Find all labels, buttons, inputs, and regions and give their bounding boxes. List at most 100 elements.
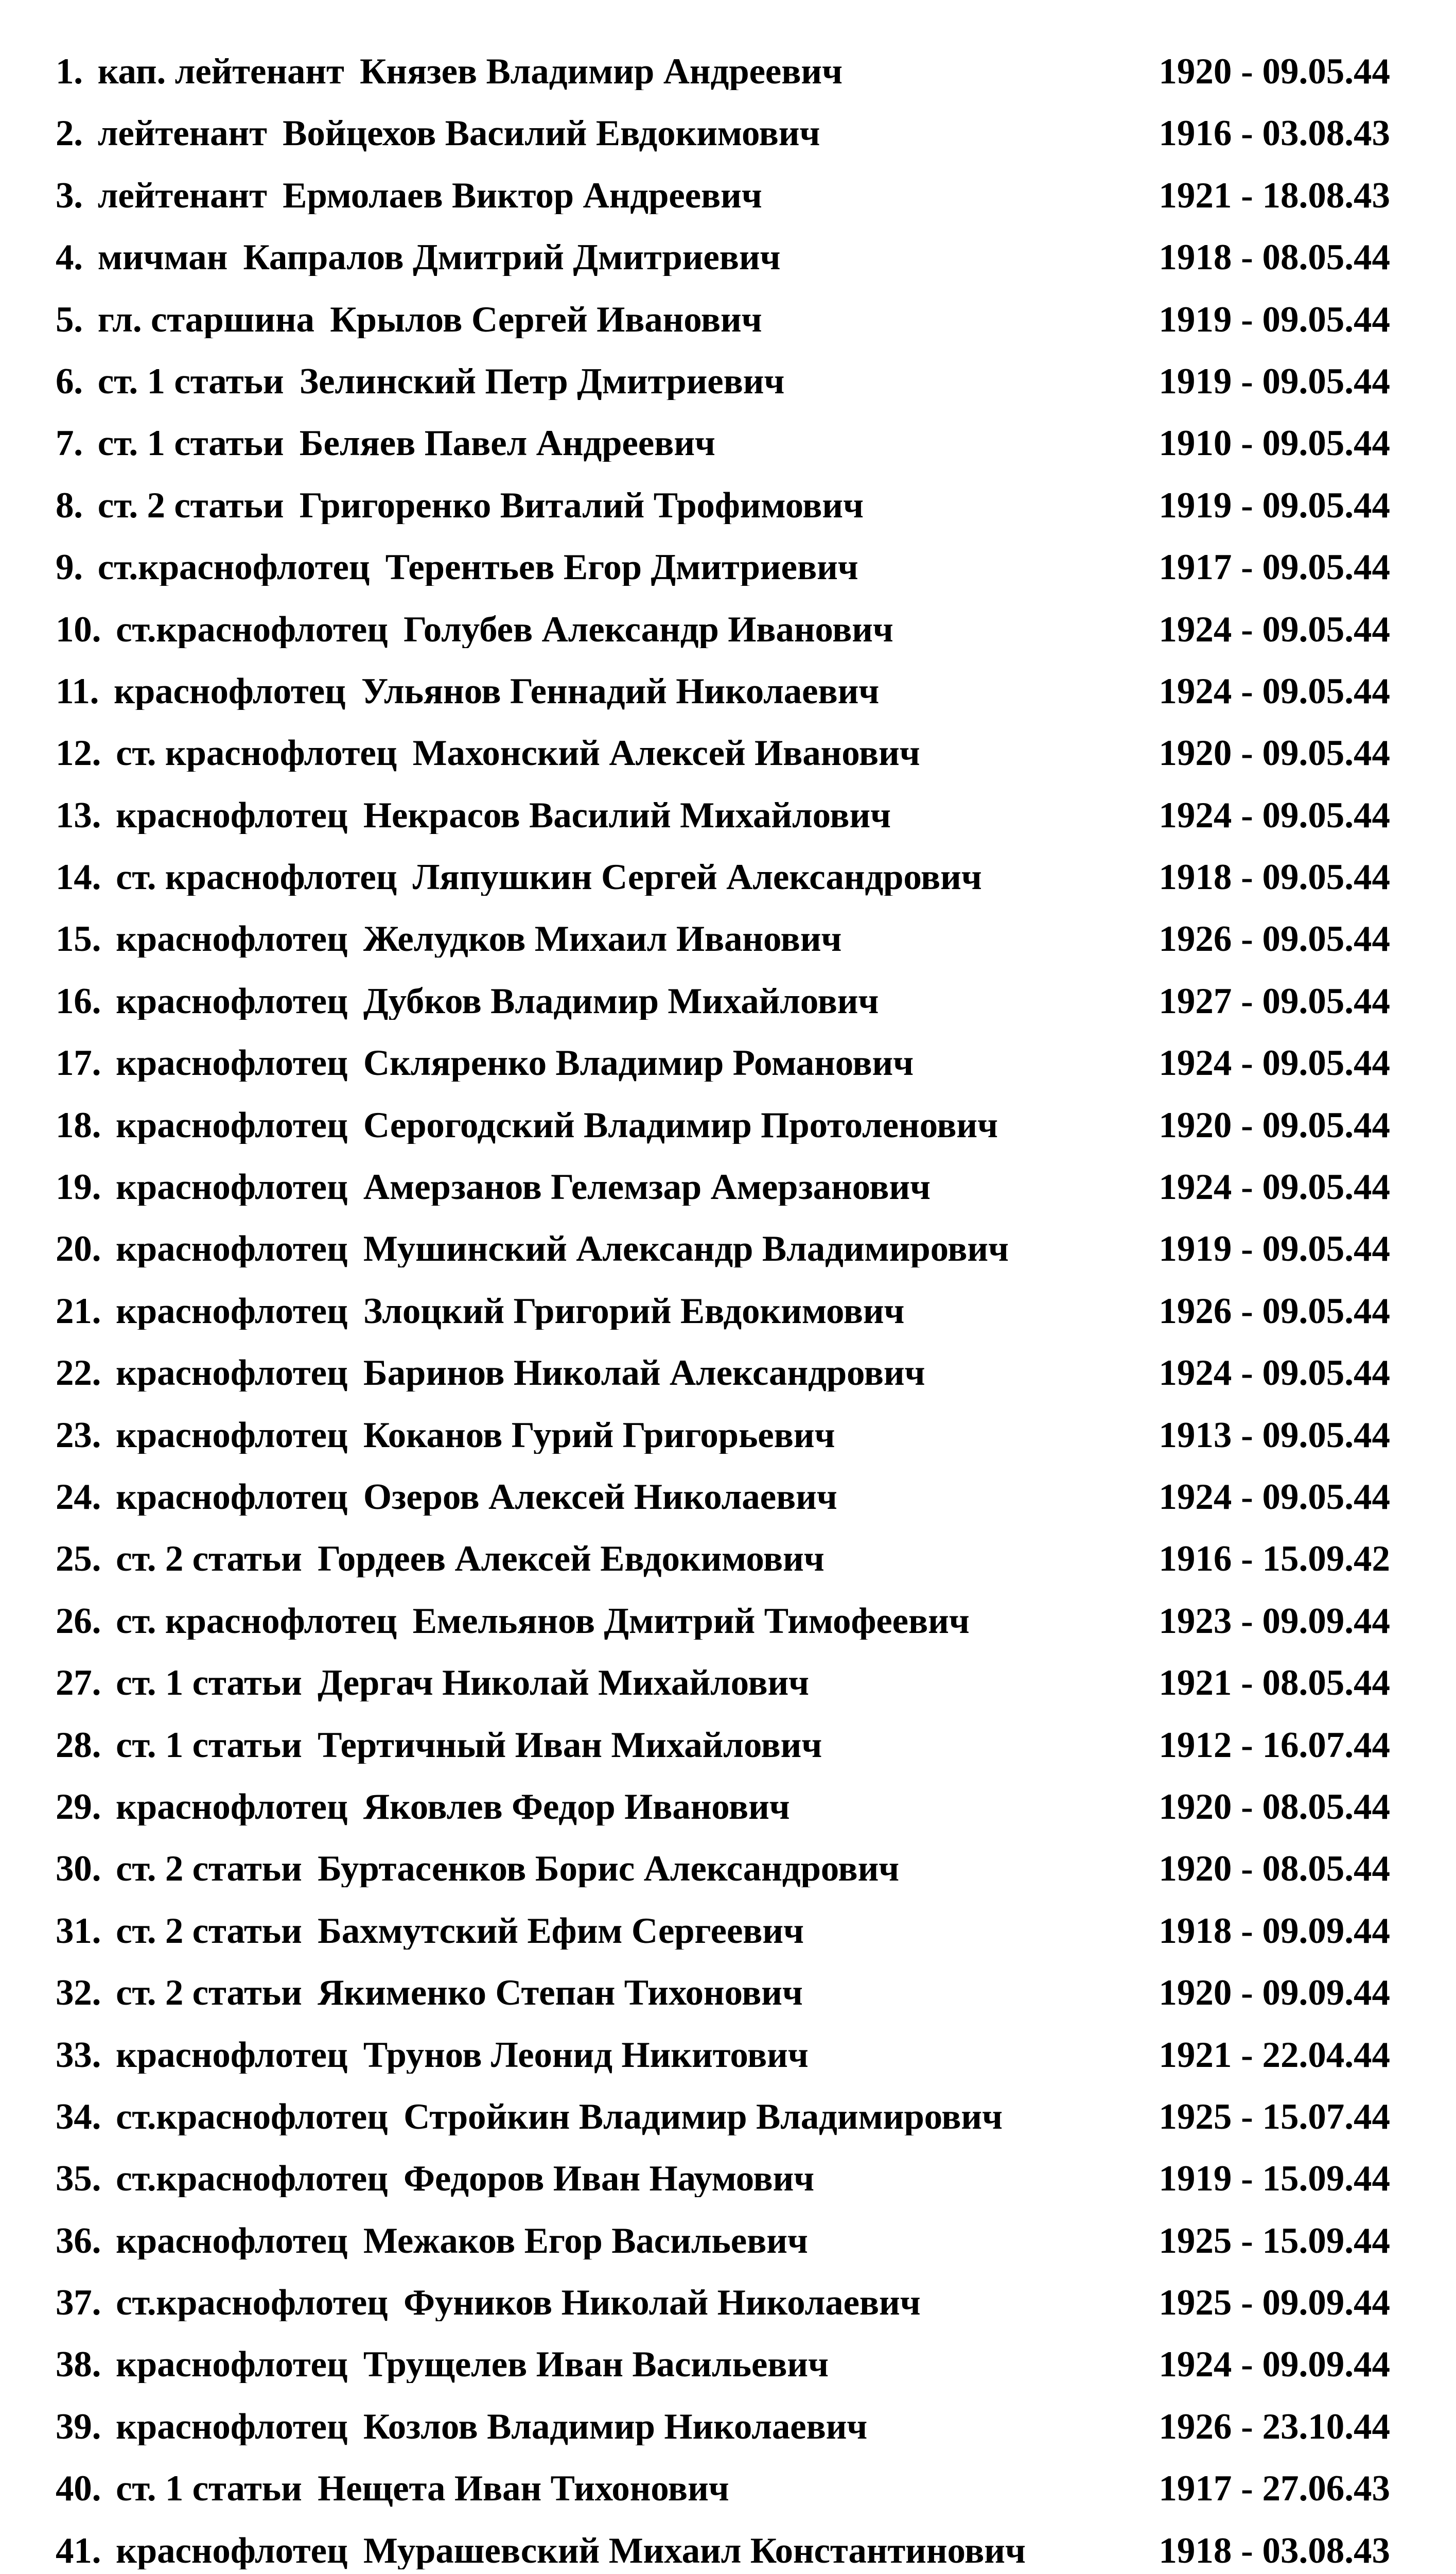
entry-index: 37. bbox=[56, 2285, 101, 2322]
entry-person-name: Трущелев Иван Васильевич bbox=[363, 2346, 829, 2384]
entry-person-name: Стройкин Владимир Владимирович bbox=[404, 2098, 1003, 2135]
memorial-entry-row: 25. ст. 2 статьи Гордеев Алексей Евдоким… bbox=[56, 1541, 1390, 1603]
entry-rank: ст. краснофлотец bbox=[116, 859, 397, 896]
entry-dates: 1924 - 09.05.44 bbox=[1159, 609, 1390, 650]
entry-person-name: Князев Владимир Андреевич bbox=[359, 54, 843, 90]
entry-index: 3. bbox=[56, 177, 83, 214]
entry-rank: ст. краснофлотец bbox=[116, 1603, 397, 1640]
memorial-entry-name: 31. ст. 2 статьи Бахмутский Ефим Сергеев… bbox=[56, 1913, 804, 1950]
entry-dates: 1924 - 09.05.44 bbox=[1159, 1043, 1390, 1084]
entry-person-name: Емельянов Дмитрий Тимофеевич bbox=[412, 1603, 970, 1640]
entry-rank: ст. 2 статьи bbox=[116, 1851, 302, 1888]
entry-dates: 1913 - 09.05.44 bbox=[1159, 1415, 1390, 1455]
entry-rank: ст. 1 статьи bbox=[97, 363, 284, 400]
entry-index: 19. bbox=[56, 1169, 101, 1206]
entry-dates: 1920 - 08.05.44 bbox=[1159, 1849, 1390, 1889]
entry-person-name: Яковлев Федор Иванович bbox=[363, 1788, 790, 1825]
entry-person-name: Мушинский Александр Владимирович bbox=[363, 1231, 1009, 1268]
entry-index: 35. bbox=[56, 2161, 101, 2198]
memorial-entry-row: 11. краснофлотец Ульянов Геннадий Никола… bbox=[56, 673, 1390, 735]
entry-rank: гл. старшина bbox=[97, 301, 314, 338]
memorial-entry-row: 4. мичман Капралов Дмитрий Дмитриевич 191… bbox=[56, 239, 1390, 301]
entry-rank: краснофлотец bbox=[116, 983, 348, 1020]
entry-person-name: Озеров Алексей Николаевич bbox=[363, 1479, 837, 1516]
entry-rank: краснофлотец bbox=[116, 797, 348, 834]
memorial-entry-name: 8. ст. 2 статьи Григоренко Виталий Трофи… bbox=[56, 488, 864, 524]
memorial-entry-name: 36. краснофлотец Межаков Егор Васильевич bbox=[56, 2223, 808, 2259]
memorial-entry-row: 8. ст. 2 статьи Григоренко Виталий Трофи… bbox=[56, 487, 1390, 549]
memorial-entry-row: 41. краснофлотец Мурашевский Михаил Конс… bbox=[56, 2532, 1390, 2574]
memorial-entry-name: 4. мичман Капралов Дмитрий Дмитриевич bbox=[56, 239, 780, 276]
memorial-entry-row: 9. ст.краснофлотец Терентьев Егор Дмитри… bbox=[56, 549, 1390, 611]
memorial-entry-name: 25. ст. 2 статьи Гордеев Алексей Евдоким… bbox=[56, 1541, 825, 1577]
memorial-entry-row: 17. краснофлотец Скляренко Владимир Рома… bbox=[56, 1045, 1390, 1107]
entry-rank: краснофлотец bbox=[116, 1231, 348, 1268]
entry-dates: 1919 - 09.05.44 bbox=[1159, 1229, 1390, 1269]
entry-index: 1. bbox=[56, 54, 83, 90]
memorial-entry-name: 21. краснофлотец Злоцкий Григорий Евдоки… bbox=[56, 1293, 904, 1330]
entry-rank: краснофлотец bbox=[116, 1788, 348, 1825]
entry-index: 2. bbox=[56, 115, 83, 152]
entry-index: 18. bbox=[56, 1107, 101, 1144]
memorial-entry-row: 13. краснофлотец Некрасов Василий Михайл… bbox=[56, 797, 1390, 859]
entry-index: 39. bbox=[56, 2408, 101, 2445]
memorial-entry-row: 1. кап. лейтенант Князев Владимир Андрее… bbox=[56, 54, 1390, 115]
entry-rank: ст. 1 статьи bbox=[116, 1665, 302, 1702]
entry-rank: ст.краснофлотец bbox=[116, 2098, 388, 2135]
entry-person-name: Дубков Владимир Михайлович bbox=[363, 983, 879, 1020]
entry-rank: краснофлотец bbox=[116, 2222, 348, 2259]
entry-dates: 1916 - 15.09.42 bbox=[1159, 1539, 1390, 1579]
entry-rank: ст.краснофлотец bbox=[116, 611, 388, 648]
memorial-entry-name: 16. краснофлотец Дубков Владимир Михайло… bbox=[56, 983, 879, 1020]
memorial-entry-row: 26. ст. краснофлотец Емельянов Дмитрий Т… bbox=[56, 1603, 1390, 1665]
memorial-entry-row: 28. ст. 1 статьи Тертичный Иван Михайлов… bbox=[56, 1727, 1390, 1789]
entry-rank: ст.краснофлотец bbox=[97, 549, 370, 586]
entry-index: 7. bbox=[56, 425, 83, 462]
entry-index: 15. bbox=[56, 921, 101, 958]
memorial-entry-name: 28. ст. 1 статьи Тертичный Иван Михайлов… bbox=[56, 1727, 822, 1764]
entry-index: 5. bbox=[56, 301, 83, 338]
entry-index: 36. bbox=[56, 2222, 101, 2259]
memorial-entry-name: 35. ст.краснофлотец Федоров Иван Наумови… bbox=[56, 2161, 814, 2197]
entry-dates: 1912 - 16.07.44 bbox=[1159, 1725, 1390, 1765]
memorial-entry-name: 27. ст. 1 статьи Дергач Николай Михайлов… bbox=[56, 1665, 809, 1701]
entry-dates: 1924 - 09.05.44 bbox=[1159, 1353, 1390, 1394]
entry-index: 23. bbox=[56, 1417, 101, 1454]
memorial-entry-name: 12. ст. краснофлотец Махонский Алексей И… bbox=[56, 735, 920, 772]
entry-person-name: Бахмутский Ефим Сергеевич bbox=[318, 1912, 804, 1950]
entry-index: 12. bbox=[56, 735, 101, 772]
entry-rank: краснофлотец bbox=[116, 1293, 348, 1330]
memorial-entry-row: 3. лейтенант Ермолаев Виктор Андреевич 19… bbox=[56, 175, 1390, 239]
entry-rank: ст. 1 статьи bbox=[97, 425, 284, 462]
memorial-entry-name: 17. краснофлотец Скляренко Владимир Рома… bbox=[56, 1045, 914, 1082]
entry-dates: 1920 - 09.05.44 bbox=[1159, 1105, 1390, 1145]
memorial-entry-row: 38. краснофлотец Трущелев Иван Васильеви… bbox=[56, 2346, 1390, 2408]
entry-person-name: Ульянов Геннадий Николаевич bbox=[361, 673, 880, 710]
entry-dates: 1919 - 09.05.44 bbox=[1159, 361, 1390, 402]
entry-dates: 1926 - 09.05.44 bbox=[1159, 919, 1390, 960]
entry-dates: 1918 - 08.05.44 bbox=[1159, 237, 1390, 278]
memorial-entry-row: 6. ст. 1 статьи Зелинский Петр Дмитриеви… bbox=[56, 363, 1390, 425]
entry-person-name: Баринов Николай Александрович bbox=[363, 1355, 925, 1392]
entry-person-name: Скляренко Владимир Романович bbox=[363, 1045, 914, 1082]
memorial-entry-row: 10. ст.краснофлотец Голубев Александр Ив… bbox=[56, 609, 1390, 673]
memorial-entry-row: 24. краснофлотец Озеров Алексей Николаев… bbox=[56, 1479, 1390, 1541]
entry-dates: 1925 - 15.09.44 bbox=[1159, 2220, 1390, 2261]
memorial-entry-name: 20. краснофлотец Мушинский Александр Вла… bbox=[56, 1231, 1009, 1267]
entry-index: 14. bbox=[56, 859, 101, 896]
entry-rank: краснофлотец bbox=[116, 921, 348, 958]
memorial-entry-name: 39. краснофлотец Козлов Владимир Николае… bbox=[56, 2409, 867, 2445]
memorial-entry-name: 41. краснофлотец Мурашевский Михаил Конс… bbox=[56, 2533, 1026, 2569]
entry-dates: 1924 - 09.05.44 bbox=[1159, 671, 1390, 711]
entry-person-name: Ермолаев Виктор Андреевич bbox=[283, 177, 762, 214]
entry-index: 26. bbox=[56, 1603, 101, 1640]
memorial-entry-row: 27. ст. 1 статьи Дергач Николай Михайлов… bbox=[56, 1665, 1390, 1727]
entry-index: 32. bbox=[56, 1975, 101, 2012]
memorial-entry-row: 2. лейтенант Войцехов Василий Евдокимови… bbox=[56, 115, 1390, 177]
entry-rank: краснофлотец bbox=[116, 2037, 348, 2074]
entry-rank: ст. 1 статьи bbox=[116, 1727, 302, 1764]
memorial-entry-row: 20. краснофлотец Мушинский Александр Вла… bbox=[56, 1231, 1390, 1293]
entry-person-name: Некрасов Василий Михайлович bbox=[363, 797, 891, 834]
entry-person-name: Межаков Егор Васильевич bbox=[363, 2222, 808, 2259]
entry-dates: 1921 - 18.08.43 bbox=[1159, 175, 1390, 216]
